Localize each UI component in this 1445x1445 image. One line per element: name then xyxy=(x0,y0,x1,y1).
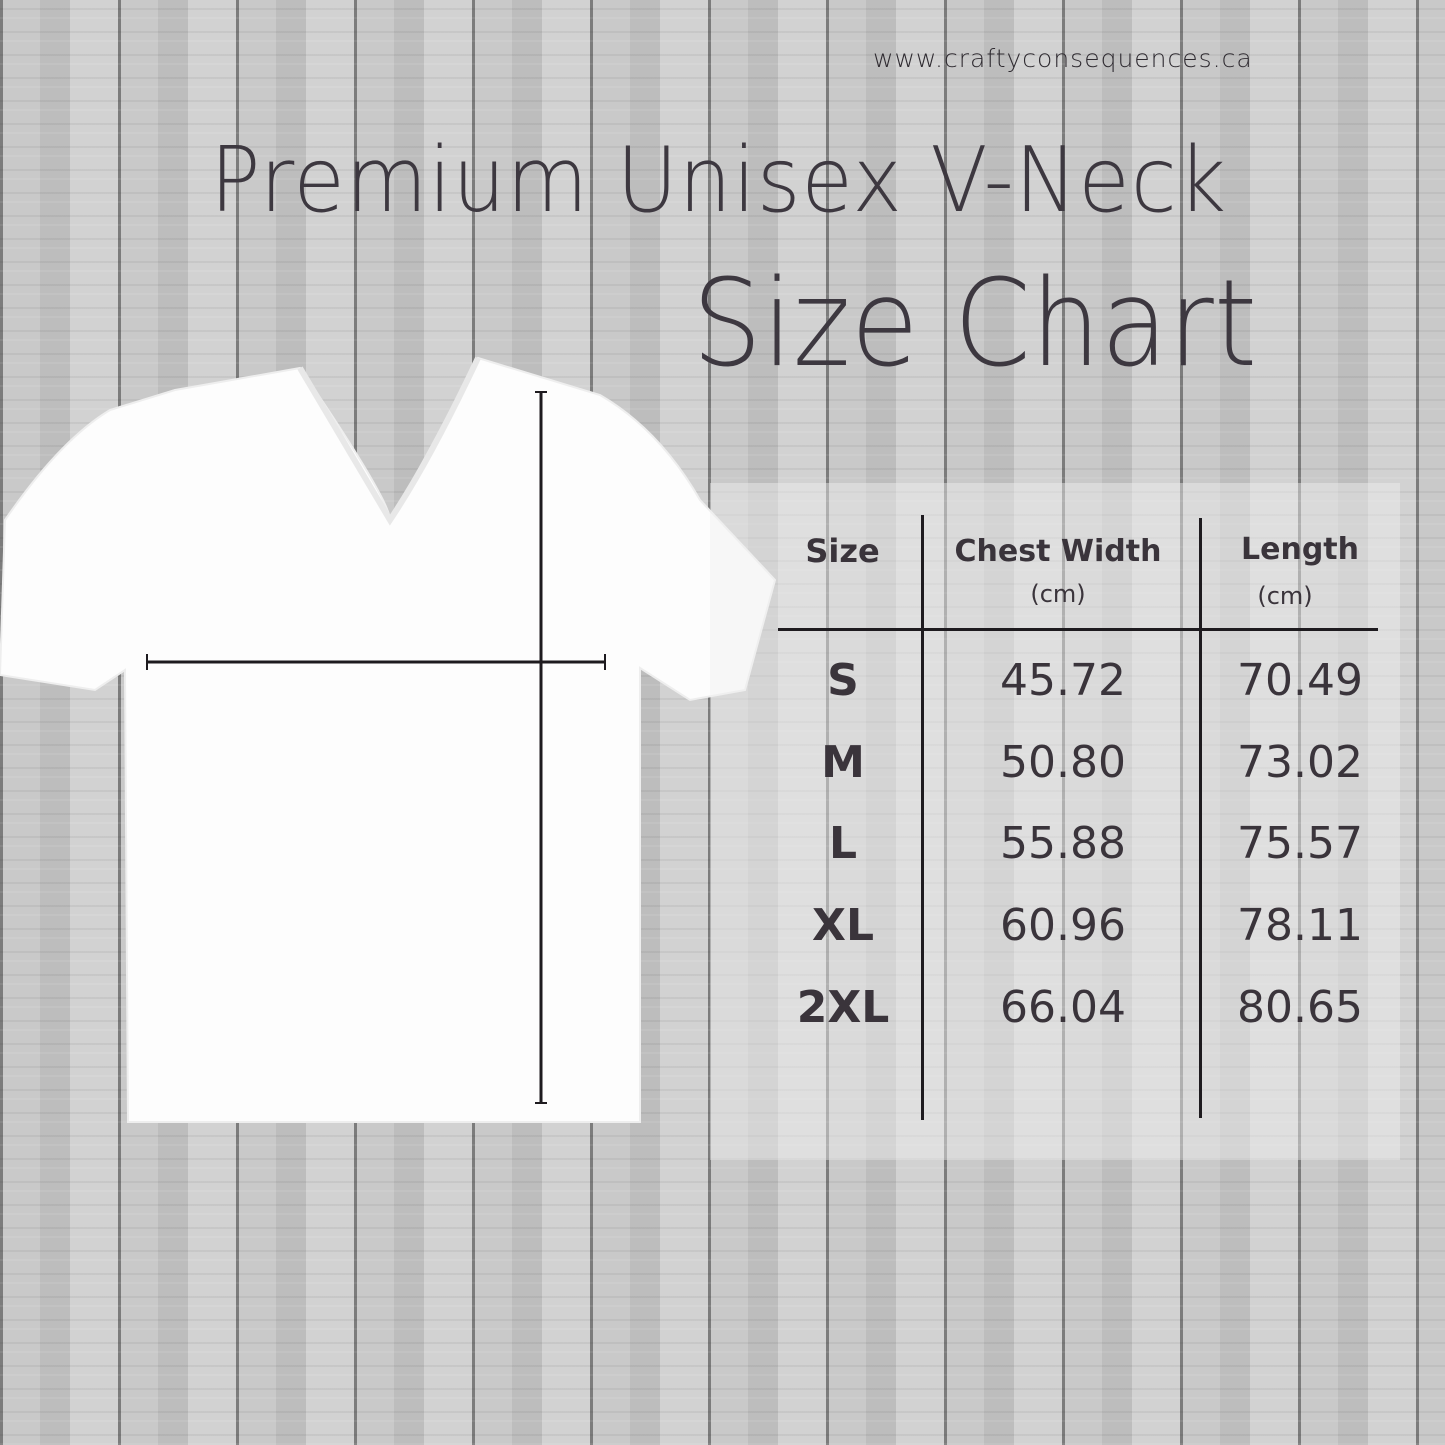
size-cell: M xyxy=(821,737,865,788)
header-divider xyxy=(778,628,1378,631)
size-cell: 2XL xyxy=(796,982,890,1033)
website-url: www.craftyconsequences.ca xyxy=(873,44,1253,73)
chest-cell: 50.80 xyxy=(1000,737,1126,788)
length-cell: 70.49 xyxy=(1237,655,1363,706)
length-cell: 75.57 xyxy=(1237,818,1363,869)
chest-cell: 45.72 xyxy=(1000,655,1126,706)
header-size: Size xyxy=(805,532,880,570)
length-cell: 80.65 xyxy=(1237,982,1363,1033)
size-table-panel xyxy=(710,483,1400,1160)
chest-cell: 66.04 xyxy=(1000,982,1126,1033)
size-cell: L xyxy=(828,818,858,869)
header-chest: Chest Width xyxy=(954,534,1162,569)
column-divider xyxy=(1199,518,1202,1118)
length-cell: 73.02 xyxy=(1237,737,1363,788)
size-cell: XL xyxy=(812,900,874,951)
chest-cell: 60.96 xyxy=(1000,900,1126,951)
column-divider xyxy=(921,515,924,1120)
tshirt-illustration xyxy=(0,356,777,1123)
header-chest-unit: (cm) xyxy=(1030,580,1086,608)
header-length-unit: (cm) xyxy=(1257,582,1313,610)
header-length: Length xyxy=(1241,532,1359,567)
size-cell: S xyxy=(827,655,859,706)
page-subtitle: Size Chart xyxy=(692,255,1258,394)
length-cell: 78.11 xyxy=(1237,900,1363,951)
chest-cell: 55.88 xyxy=(1000,818,1126,869)
page-title: Premium Unisex V-Neck xyxy=(210,128,1228,233)
